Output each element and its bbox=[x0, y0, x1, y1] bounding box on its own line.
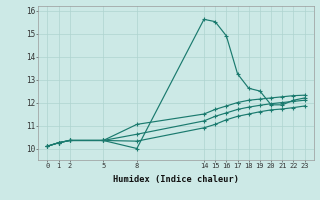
X-axis label: Humidex (Indice chaleur): Humidex (Indice chaleur) bbox=[113, 175, 239, 184]
